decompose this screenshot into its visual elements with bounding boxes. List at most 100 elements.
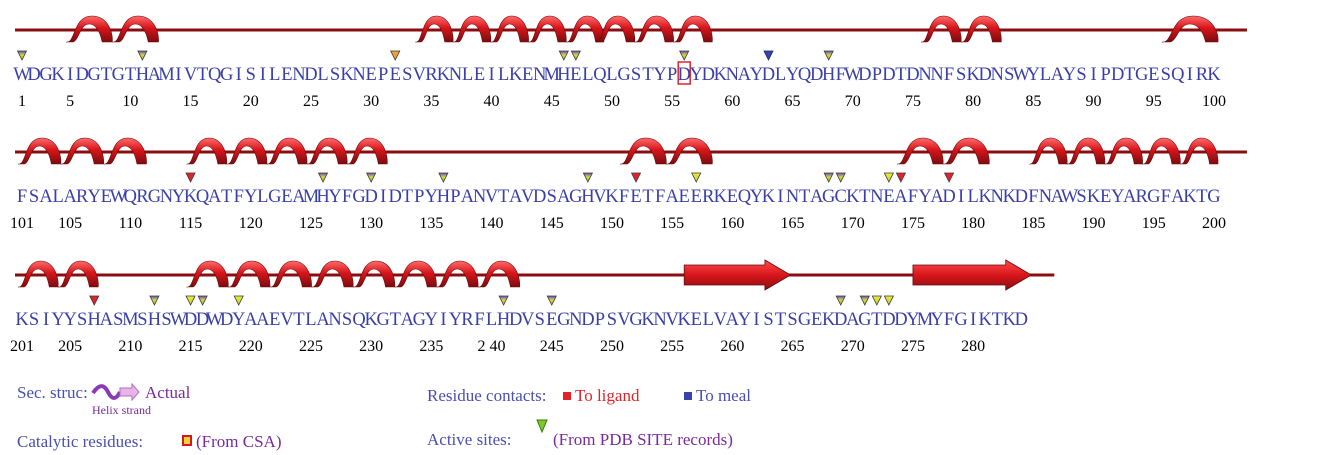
residue-letter: A	[1171, 187, 1185, 207]
residue-letter: T	[390, 310, 401, 330]
ligand-contact-marker	[895, 172, 907, 183]
residue-letter: W	[13, 65, 31, 85]
residue-letter: W	[844, 65, 862, 85]
residue-letter: T	[125, 65, 136, 85]
residue-letter: E	[811, 310, 822, 330]
active-site-marker	[390, 50, 401, 61]
residue-letter: Y	[449, 310, 462, 330]
helix-turn	[595, 15, 636, 43]
residue-letter: F	[1161, 187, 1171, 207]
residue-letter: P	[872, 65, 882, 85]
sec-struc-label: Sec. struc:	[17, 383, 88, 402]
residue-letter: L	[775, 65, 786, 85]
residue-letter: Y	[1063, 65, 1076, 85]
residue-letter: G	[858, 310, 871, 330]
residue-letter: E	[883, 187, 894, 207]
residue-number: 175	[901, 215, 925, 232]
residue-letter: E	[727, 187, 738, 207]
residue-letter: Q	[196, 187, 210, 207]
active-site-marker	[438, 172, 449, 183]
residue-letter: E	[269, 310, 280, 330]
residue-letter: G	[557, 310, 570, 330]
residue-number: 100	[1202, 93, 1226, 110]
helix-ribbon	[17, 260, 99, 288]
active-site-marker	[871, 295, 882, 306]
residue-letter: L	[462, 65, 473, 85]
residue-letter: K	[509, 65, 523, 85]
residue-letter: G	[268, 187, 281, 207]
residue-letter: E	[546, 310, 557, 330]
residue-letter: P	[1100, 65, 1110, 85]
residue-letter: E	[281, 65, 292, 85]
residue-letter: D	[196, 310, 209, 330]
ligand-contact-marker	[89, 295, 100, 306]
active-site-marker	[546, 295, 557, 306]
residue-letter: T	[221, 187, 232, 207]
residue-letter: K	[1087, 187, 1101, 207]
residue-number: 45	[544, 93, 560, 110]
active-site-marker	[16, 50, 28, 61]
residue-number: 155	[660, 215, 684, 232]
active-site-marker	[835, 172, 846, 183]
residue-letter: Y	[930, 310, 943, 330]
residue-letter: P	[595, 310, 605, 330]
residue-number: 130	[359, 215, 383, 232]
residue-letter: D	[27, 65, 40, 85]
residue-letter: D	[1111, 65, 1124, 85]
helix-turn	[490, 15, 529, 43]
residue-letter: L	[1040, 65, 1051, 85]
residue-letter: F	[1028, 187, 1038, 207]
residue-letter: D	[220, 310, 233, 330]
residue-letter: Y	[425, 310, 438, 330]
residue-number: 220	[239, 338, 263, 355]
helix-turn	[1142, 137, 1181, 165]
residue-number: 270	[841, 338, 865, 355]
residue-letter: G	[39, 65, 52, 85]
residue-letter: K	[1003, 187, 1017, 207]
residue-letter: H	[497, 310, 510, 330]
helix-ribbon	[186, 137, 388, 165]
active-site-marker	[366, 172, 377, 183]
residue-letter: K	[641, 310, 655, 330]
residue-letter: N	[930, 65, 943, 85]
residue-letter: A	[726, 310, 740, 330]
residue-number: 255	[660, 338, 684, 355]
helix-turn	[1029, 137, 1068, 165]
residue-letter: H	[136, 65, 149, 85]
helix-turn	[226, 137, 268, 165]
residue-letter: K	[979, 310, 993, 330]
residue-letter: I	[753, 310, 759, 330]
residue-letter: Y	[750, 187, 763, 207]
sec-struc-actual-label: Actual	[145, 383, 191, 402]
residue-letter: D	[810, 65, 823, 85]
residue-letter: D	[76, 65, 89, 85]
residue-letter: A	[846, 310, 860, 330]
residue-letter: I	[380, 187, 386, 207]
residue-letter: Y	[244, 187, 257, 207]
residue-letter: D	[1015, 310, 1028, 330]
residue-number: 90	[1086, 93, 1102, 110]
residue-letter: Y	[750, 65, 763, 85]
residue-letter: G	[112, 65, 125, 85]
residue-number: 95	[1146, 93, 1162, 110]
residue-letter: Y	[172, 187, 185, 207]
residue-letter: G	[1135, 65, 1148, 85]
residue-letter: S	[763, 310, 773, 330]
residue-number: 190	[1082, 215, 1106, 232]
residue-letter: H	[557, 65, 570, 85]
residue-letter: I	[777, 187, 783, 207]
residue-letter: N	[449, 65, 462, 85]
residue-letter: R	[702, 187, 715, 207]
helix-turn	[306, 137, 348, 165]
residue-number: 110	[119, 215, 142, 232]
residue-letter: L	[269, 65, 280, 85]
residue-letter: D	[184, 310, 197, 330]
residue-number: 75	[905, 93, 921, 110]
residue-letter: E	[570, 65, 581, 85]
residue-letter: I	[67, 65, 73, 85]
residue-letter: E	[366, 65, 377, 85]
residue-letter: T	[992, 310, 1003, 330]
residue-letter: A	[148, 65, 162, 85]
residue-letter: S	[1076, 65, 1086, 85]
